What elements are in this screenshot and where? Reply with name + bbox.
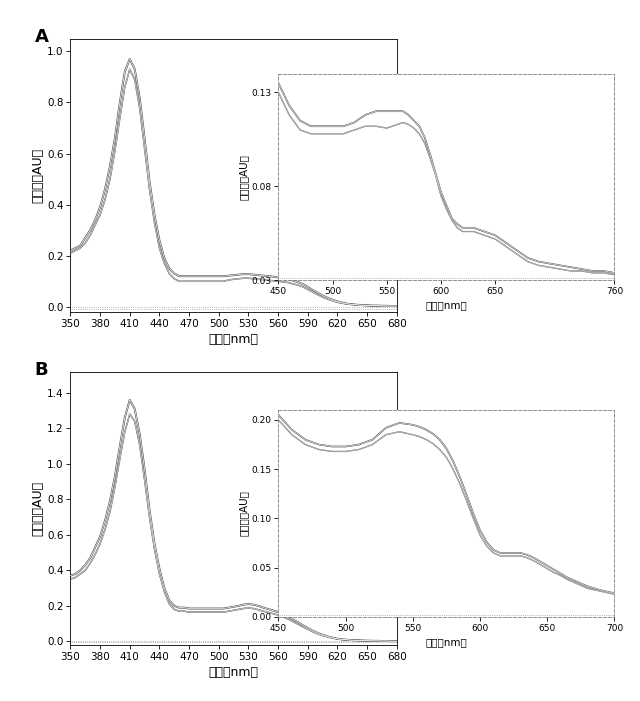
Y-axis label: 吸光度（AU）: 吸光度（AU） bbox=[31, 148, 44, 203]
Y-axis label: 吸光度（AU）: 吸光度（AU） bbox=[31, 481, 44, 536]
X-axis label: 波長（nm）: 波長（nm） bbox=[209, 666, 259, 679]
Y-axis label: 吸光度（AU）: 吸光度（AU） bbox=[239, 491, 248, 536]
Text: A: A bbox=[35, 27, 49, 46]
Text: B: B bbox=[35, 360, 48, 379]
X-axis label: 波長（nm）: 波長（nm） bbox=[426, 637, 467, 647]
X-axis label: 波長（nm）: 波長（nm） bbox=[426, 301, 467, 311]
Y-axis label: 吸光度（AU）: 吸光度（AU） bbox=[239, 154, 248, 200]
X-axis label: 波長（nm）: 波長（nm） bbox=[209, 333, 259, 346]
